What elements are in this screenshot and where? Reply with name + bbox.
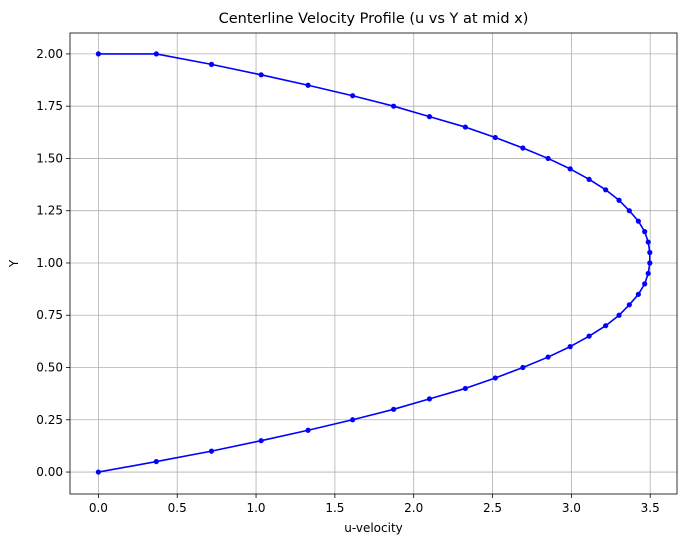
x-tick-label: 2.5 (483, 501, 502, 515)
data-point (462, 385, 468, 392)
data-point (350, 93, 356, 99)
data-point (642, 229, 648, 235)
data-point (305, 82, 311, 88)
data-point (626, 302, 632, 308)
data-point (258, 438, 264, 444)
x-tick-label: 1.5 (325, 501, 344, 515)
data-point (153, 51, 159, 57)
data-point (567, 344, 573, 350)
data-point (616, 197, 622, 203)
plot-frame (69, 32, 678, 495)
y-tick-label: 0.00 (36, 465, 63, 479)
x-tick-label: 3.0 (562, 501, 581, 515)
data-point (647, 249, 653, 256)
data-point (391, 406, 397, 412)
data-point (635, 218, 641, 224)
data-point (647, 260, 653, 266)
data-point (350, 417, 356, 423)
x-tick-label: 0.5 (168, 501, 187, 515)
data-point (492, 375, 498, 381)
series-line (98, 53, 651, 473)
x-tick-label: 2.0 (404, 501, 423, 515)
y-tick-label: 1.00 (36, 256, 63, 270)
data-point (426, 114, 433, 120)
y-axis-ticks: 0.00 0.25 0.50 0.75 1.00 1.25 1.50 1.75 2.00 (36, 47, 70, 479)
data-point (567, 166, 573, 172)
data-point (492, 134, 498, 141)
data-point (208, 448, 215, 454)
data-point (305, 427, 311, 433)
data-point (616, 312, 622, 318)
data-point (645, 239, 651, 245)
y-tick-label: 1.50 (36, 151, 63, 165)
series-layer (95, 51, 653, 475)
data-point (603, 187, 609, 193)
data-point (153, 458, 159, 465)
data-point (586, 176, 592, 182)
x-tick-label: 0.0 (89, 501, 108, 515)
x-axis-ticks: 0.0 0.5 1.0 1.5 2.0 2.5 3.0 3.5 (89, 494, 660, 515)
y-axis-label: Y (7, 259, 21, 268)
y-tick-label: 0.50 (36, 361, 63, 375)
y-tick-label: 0.25 (36, 413, 63, 427)
y-tick-label: 1.75 (36, 99, 63, 113)
grid (70, 33, 677, 494)
data-point (208, 61, 215, 67)
data-point (545, 354, 551, 360)
x-axis-label: u-velocity (344, 521, 403, 535)
data-point (391, 103, 397, 109)
data-point (520, 145, 526, 151)
data-point (586, 333, 592, 339)
data-point (603, 323, 609, 329)
y-tick-label: 2.00 (36, 47, 63, 61)
data-point (462, 124, 468, 130)
data-point (645, 270, 651, 277)
y-tick-label: 1.25 (36, 204, 63, 218)
y-tick-label: 0.75 (36, 308, 63, 322)
data-point (635, 291, 641, 297)
data-point (626, 208, 632, 214)
data-point (258, 72, 264, 78)
data-point (426, 396, 433, 402)
data-point (520, 364, 526, 371)
x-tick-label: 1.0 (246, 501, 265, 515)
data-point (545, 155, 551, 162)
data-point (95, 469, 101, 475)
data-point (642, 281, 648, 287)
x-tick-label: 3.5 (641, 501, 660, 515)
chart-title: Centerline Velocity Profile (u vs Y at m… (219, 11, 529, 27)
data-point (95, 51, 101, 57)
